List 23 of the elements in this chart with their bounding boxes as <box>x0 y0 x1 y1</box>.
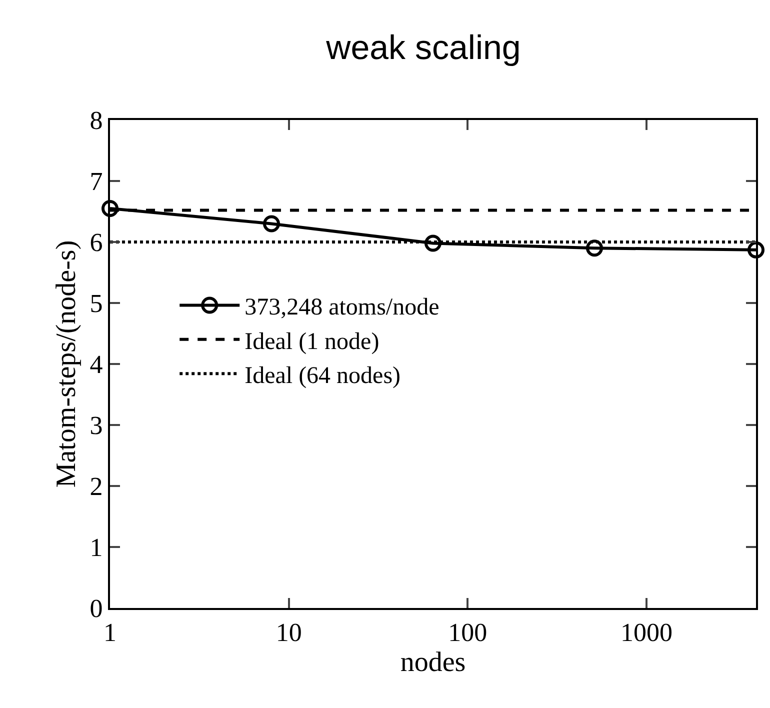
y-tick-label: 0 <box>90 594 103 624</box>
chart-title: weak scaling <box>325 29 521 68</box>
x-tick-label: 100 <box>448 618 488 648</box>
point <box>263 215 280 232</box>
y-tick-label: 6 <box>90 228 103 258</box>
y-tick-label: 7 <box>90 167 103 196</box>
y-tick-label: 8 <box>90 106 103 136</box>
x-axis-title: nodes <box>400 647 466 678</box>
point <box>102 200 118 217</box>
legend-label: 373,248 atoms/node <box>244 294 440 321</box>
y-axis-title: Matom-steps/(node-s) <box>51 240 82 488</box>
x-tick-label: 1000 <box>620 618 672 648</box>
x-tick-label: 10 <box>276 618 302 648</box>
y-tick-label: 3 <box>90 411 103 440</box>
point <box>424 234 442 252</box>
y-tick-label: 2 <box>90 472 103 502</box>
legend-label: Ideal (1 node) <box>244 328 380 355</box>
y-tick-label: 4 <box>90 350 103 380</box>
y-tick-label: 5 <box>90 289 103 318</box>
y-tick-label: 1 <box>90 533 103 562</box>
legend-label: Ideal (64 nodes) <box>244 362 401 389</box>
point <box>748 241 764 258</box>
point <box>586 240 603 257</box>
